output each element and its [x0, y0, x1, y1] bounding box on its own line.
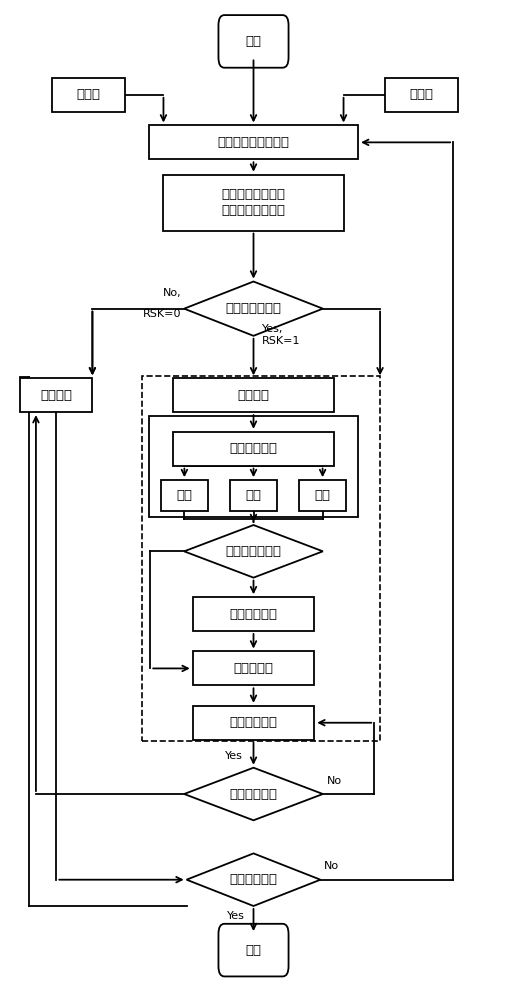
Text: 计算避障点: 计算避障点 — [234, 662, 273, 675]
Bar — [141, 376, 380, 741]
Bar — [193, 597, 314, 631]
Polygon shape — [184, 525, 323, 578]
Polygon shape — [184, 768, 323, 820]
Bar — [299, 480, 346, 511]
Bar — [173, 378, 334, 412]
Text: 是否结束避障: 是否结束避障 — [230, 788, 277, 800]
Text: 结束: 结束 — [245, 944, 262, 957]
Text: 选择最危险的干扰船: 选择最危险的干扰船 — [218, 136, 289, 149]
Bar — [149, 125, 358, 159]
Text: 选择哪侧通过: 选择哪侧通过 — [230, 608, 277, 621]
Text: No: No — [324, 861, 340, 871]
Bar — [163, 175, 344, 231]
Text: 开始: 开始 — [245, 35, 262, 48]
Text: RSK=1: RSK=1 — [262, 336, 301, 346]
Polygon shape — [184, 282, 323, 336]
FancyBboxPatch shape — [219, 924, 288, 976]
Text: 判断会遇局面: 判断会遇局面 — [230, 442, 277, 455]
Text: Yes: Yes — [225, 751, 243, 761]
Text: 船舶会遇局面划分
及计算动态安全域: 船舶会遇局面划分 及计算动态安全域 — [222, 188, 285, 217]
Text: Yes,: Yes, — [262, 324, 283, 334]
Bar — [52, 78, 125, 112]
Text: No: No — [327, 776, 342, 786]
Text: 对遇: 对遇 — [176, 489, 192, 502]
Text: 是否有碰撞风险: 是否有碰撞风险 — [226, 302, 281, 315]
Text: RSK=0: RSK=0 — [143, 309, 182, 319]
Text: 得到避障路径: 得到避障路径 — [230, 716, 277, 729]
Bar — [193, 706, 314, 740]
Text: No,: No, — [163, 288, 182, 298]
Text: 到达目标点？: 到达目标点？ — [230, 873, 277, 886]
Bar — [161, 480, 208, 511]
Text: Yes: Yes — [227, 911, 245, 921]
Bar — [173, 432, 334, 466]
Text: 是否为超车局面: 是否为超车局面 — [226, 545, 281, 558]
Bar — [385, 78, 458, 112]
Bar — [20, 378, 92, 412]
Polygon shape — [187, 853, 320, 906]
Bar — [193, 651, 314, 685]
Text: 无人船: 无人船 — [76, 88, 100, 101]
Text: 交叉: 交叉 — [315, 489, 331, 502]
Text: 超车: 超车 — [245, 489, 262, 502]
Bar — [230, 480, 277, 511]
Text: 干扰船: 干扰船 — [410, 88, 433, 101]
FancyBboxPatch shape — [219, 15, 288, 68]
Text: 路径跟踪: 路径跟踪 — [41, 389, 73, 402]
Text: 避障模式: 避障模式 — [237, 389, 270, 402]
Bar — [149, 416, 358, 517]
